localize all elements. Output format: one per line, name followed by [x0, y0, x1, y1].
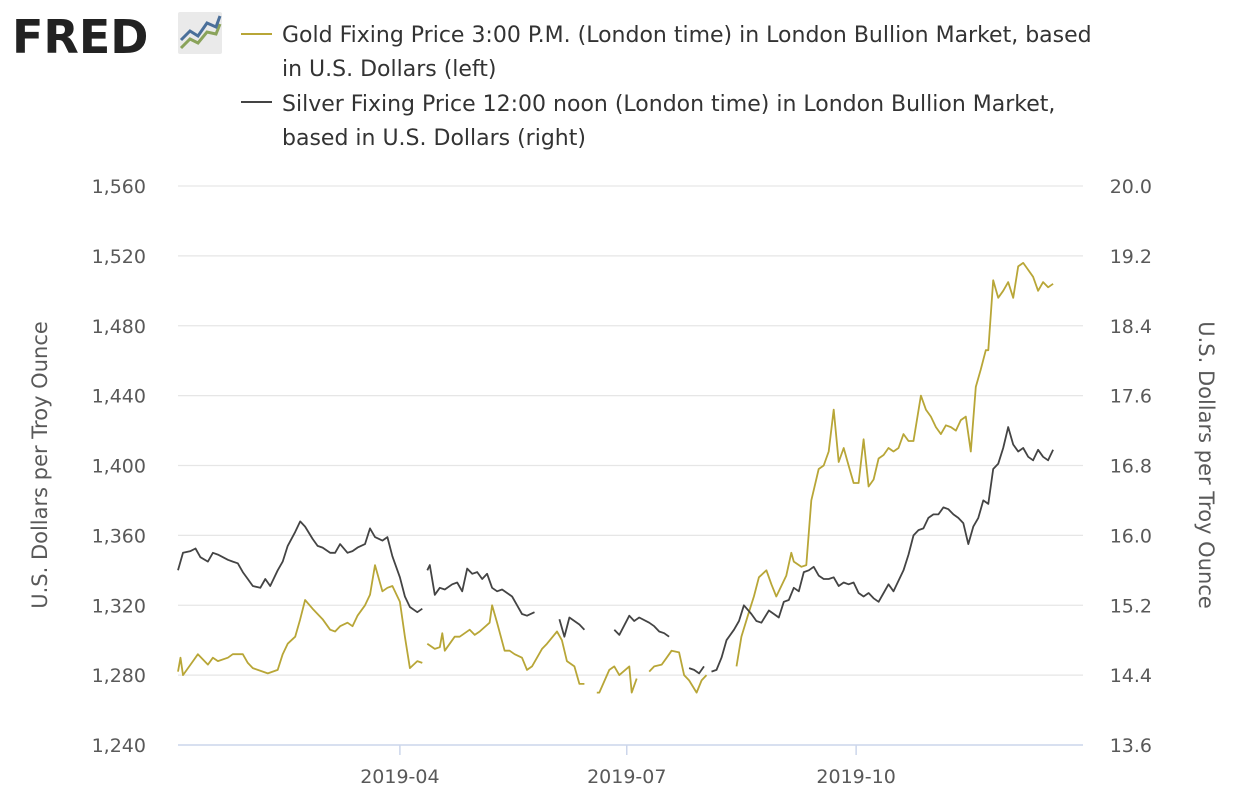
y-axis-left: 1,240 1,280 1,320 1,360 1,400 1,440 1,480 1,520…: [92, 176, 146, 757]
y-right-tick-label: 19.2: [1110, 246, 1152, 268]
legend-item-silver[interactable]: Silver Fixing Price 12:00 noon (London t…: [241, 92, 1055, 151]
series-line-gold-segment-1[interactable]: [426, 604, 585, 685]
y-left-tick-label: 1,320: [92, 595, 146, 617]
y-right-tick-label: 16.0: [1110, 525, 1152, 547]
y-left-tick-label: 1,520: [92, 246, 146, 268]
series-line-gold-segment-0[interactable]: [177, 564, 423, 676]
y-left-tick-label: 1,400: [92, 456, 146, 478]
legend-label-silver-line2: based in U.S. Dollars (right): [282, 126, 586, 151]
y-left-tick-label: 1,240: [92, 735, 146, 757]
x-tick-label: 2019-10: [816, 766, 895, 788]
fred-logo[interactable]: FRED: [12, 10, 222, 64]
y-left-tick-label: 1,280: [92, 665, 146, 687]
legend: Gold Fixing Price 3:00 P.M. (London time…: [241, 23, 1092, 151]
series-lines: [177, 261, 1054, 694]
gridlines: [178, 185, 1083, 676]
y-right-tick-label: 16.8: [1110, 456, 1152, 478]
legend-label-gold-line2: in U.S. Dollars (left): [282, 57, 497, 82]
y-axis-left-title: U.S. Dollars per Troy Ounce: [28, 321, 52, 609]
x-axis: 2019-04 2019-07 2019-10: [178, 744, 1083, 788]
y-right-tick-label: 17.6: [1110, 386, 1152, 408]
brand-name: FRED: [12, 10, 148, 64]
series-line-silver-segment-5[interactable]: [711, 426, 1054, 673]
x-tick-label: 2019-07: [587, 766, 666, 788]
y-right-tick-label: 18.4: [1110, 316, 1152, 338]
y-right-tick-label: 13.6: [1110, 735, 1152, 757]
y-left-tick-label: 1,360: [92, 525, 146, 547]
fred-chart-icon: [178, 12, 222, 54]
y-right-tick-label: 14.4: [1110, 665, 1152, 687]
legend-label-silver-line1: Silver Fixing Price 12:00 noon (London t…: [282, 92, 1055, 117]
series-line-gold-segment-3[interactable]: [648, 649, 708, 694]
x-tick-label: 2019-04: [360, 766, 439, 788]
y-left-tick-label: 1,480: [92, 316, 146, 338]
legend-label-gold-line1: Gold Fixing Price 3:00 P.M. (London time…: [282, 23, 1092, 48]
y-left-tick-label: 1,440: [92, 386, 146, 408]
series-line-silver-segment-4[interactable]: [688, 665, 705, 675]
y-axis-right-title: U.S. Dollars per Troy Ounce: [1194, 321, 1218, 609]
series-line-silver-segment-0[interactable]: [177, 520, 423, 614]
series-line-silver-segment-3[interactable]: [613, 614, 670, 638]
y-left-tick-label: 1,560: [92, 176, 146, 198]
series-line-silver-segment-1[interactable]: [426, 564, 535, 617]
y-right-tick-label: 15.2: [1110, 595, 1152, 617]
series-line-gold-segment-2[interactable]: [596, 665, 638, 694]
y-axis-right: 13.6 14.4 15.2 16.0 16.8 17.6 18.4 19.2 20.0: [1110, 176, 1152, 757]
y-right-tick-label: 20.0: [1110, 176, 1152, 198]
legend-item-gold[interactable]: Gold Fixing Price 3:00 P.M. (London time…: [241, 23, 1092, 82]
series-line-silver-segment-2[interactable]: [558, 616, 586, 638]
series-line-gold-segment-4[interactable]: [735, 261, 1054, 667]
